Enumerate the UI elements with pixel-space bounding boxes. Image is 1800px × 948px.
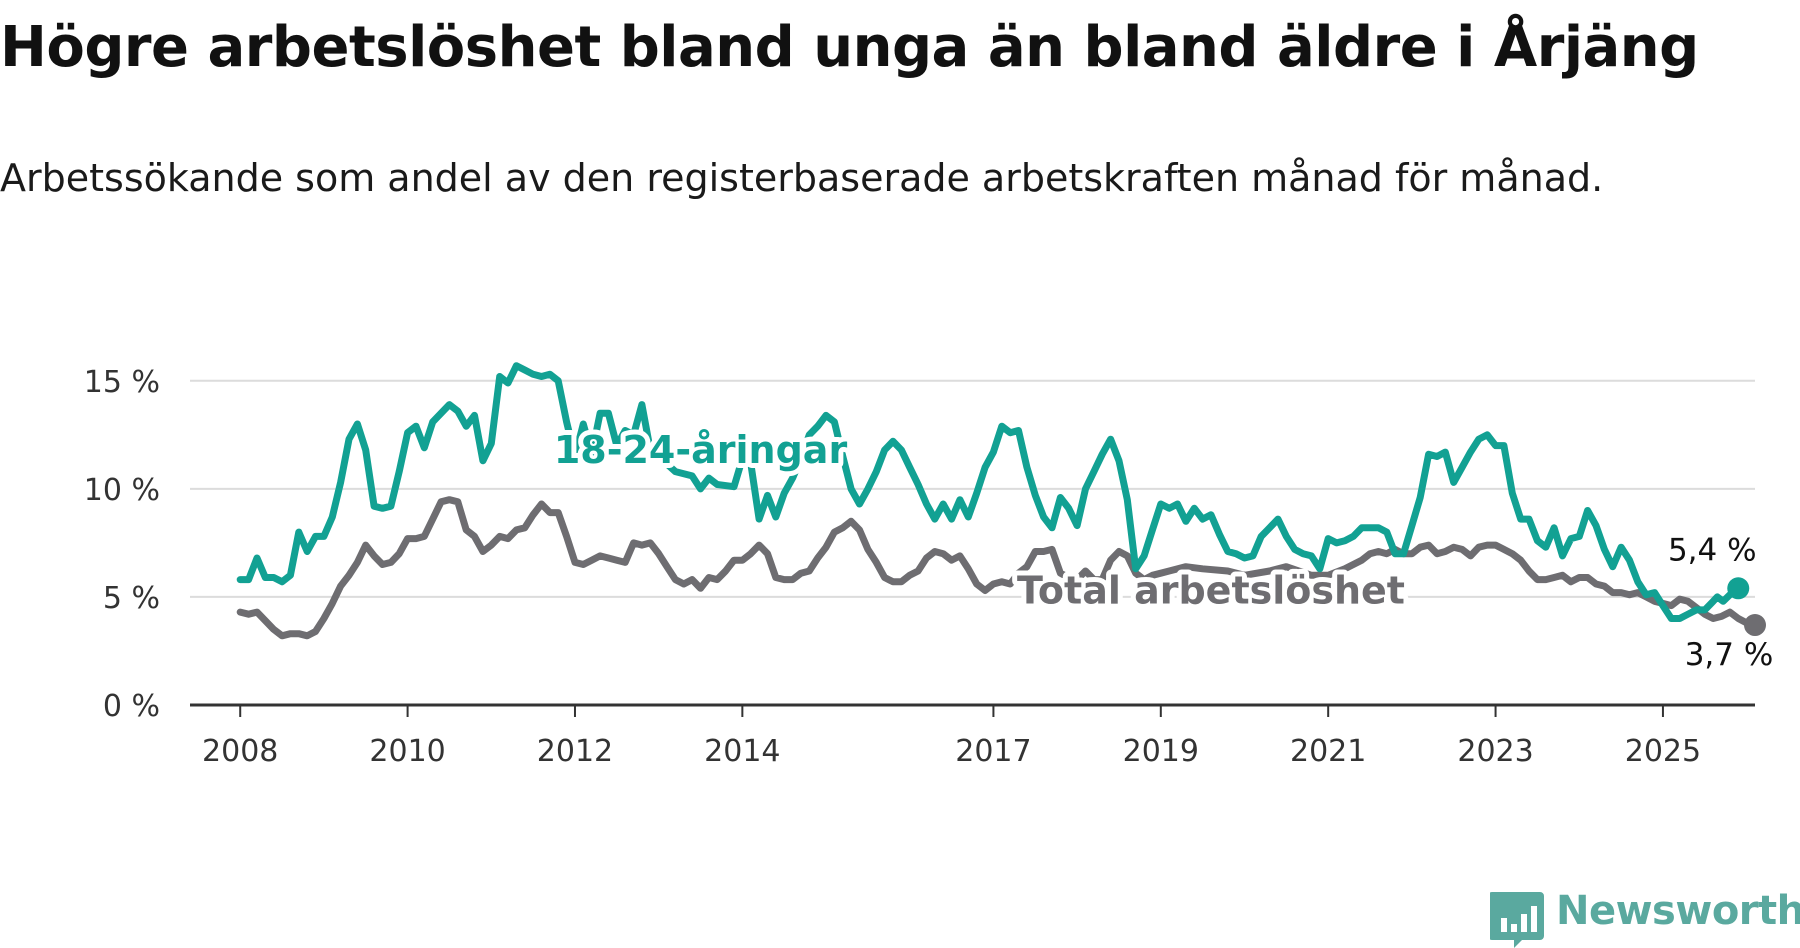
x-axis: 2008 2010 2012 2014 2017 2019 2021 2023 2025 — [202, 705, 1701, 769]
x-tick-label: 2017 — [955, 734, 1031, 769]
y-tick-label: 15 % — [84, 365, 160, 400]
x-tick-label: 2012 — [537, 734, 613, 769]
series-line-total — [236, 496, 1759, 640]
newsworthy-logo-icon — [1490, 892, 1544, 948]
y-axis: 0 % 5 % 10 % 15 % — [84, 365, 160, 724]
y-tick-label: 5 % — [103, 581, 160, 616]
series-line-young — [236, 362, 1742, 622]
series-labels: 18-24-åringar Total arbetslöshet 5,4 % 3,7 … — [549, 423, 1774, 673]
y-tick-label: 0 % — [103, 689, 160, 724]
series-name-label-young: 18-24-åringar — [554, 428, 848, 472]
x-tick-label: 2008 — [202, 734, 278, 769]
grid-lines — [190, 379, 1755, 707]
x-tick-label: 2021 — [1290, 734, 1366, 769]
chart-subtitle: Arbetssökande som andel av den registerb… — [0, 156, 1604, 200]
newsworthy-logo: Newsworthy — [1490, 888, 1800, 948]
series-end-dot-total — [1744, 614, 1766, 637]
y-tick-label: 10 % — [84, 473, 160, 508]
series-end-dot-young — [1727, 577, 1750, 600]
x-tick-label: 2025 — [1625, 734, 1701, 769]
x-tick-label: 2014 — [704, 734, 780, 769]
x-tick-label: 2010 — [369, 734, 445, 769]
series-lines — [236, 362, 1766, 640]
logo-text: Newsworthy — [1556, 888, 1800, 934]
x-tick-label: 2023 — [1457, 734, 1533, 769]
end-value-label-young: 5,4 % — [1668, 532, 1757, 568]
x-tick-label: 2019 — [1123, 734, 1199, 769]
series-name-label-total: Total arbetslöshet — [1017, 568, 1405, 612]
chart-title: Högre arbetslöshet bland unga än bland ä… — [0, 15, 1699, 80]
end-value-label-total: 3,7 % — [1685, 637, 1774, 673]
